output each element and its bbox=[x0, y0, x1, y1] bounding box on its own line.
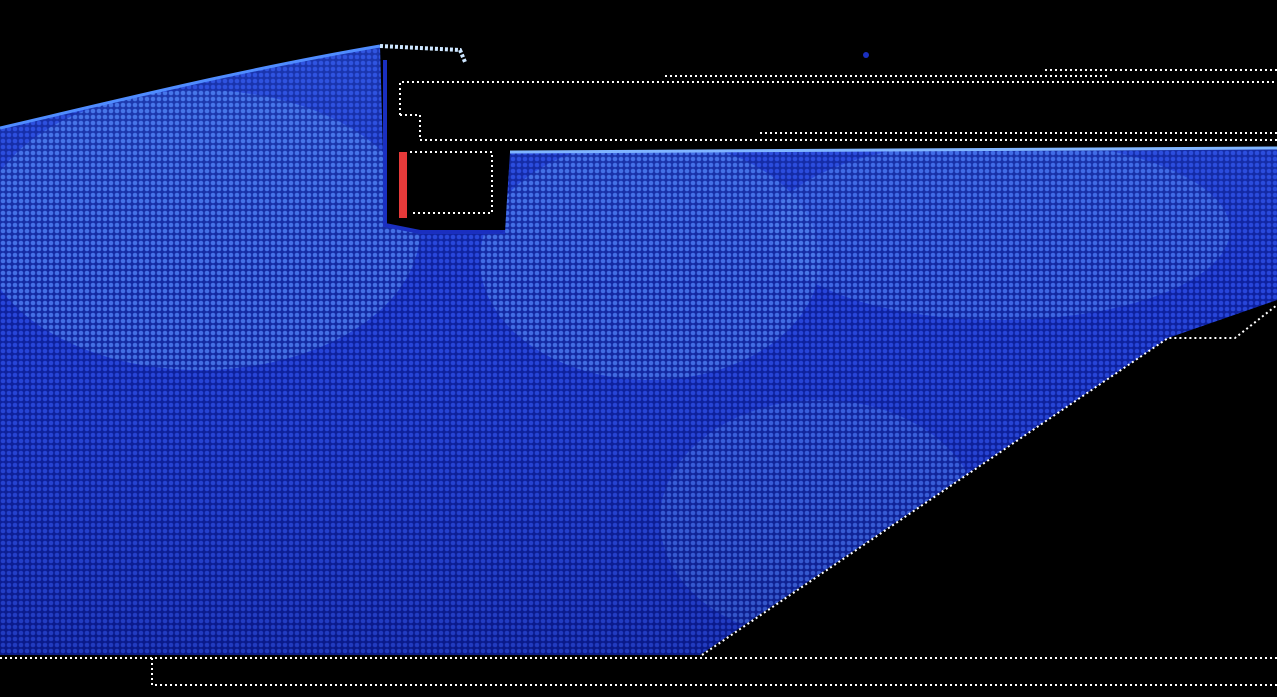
stray-particle bbox=[863, 52, 869, 58]
simulation-view bbox=[0, 0, 1277, 697]
page bbox=[0, 0, 1277, 697]
gate bbox=[399, 152, 407, 218]
